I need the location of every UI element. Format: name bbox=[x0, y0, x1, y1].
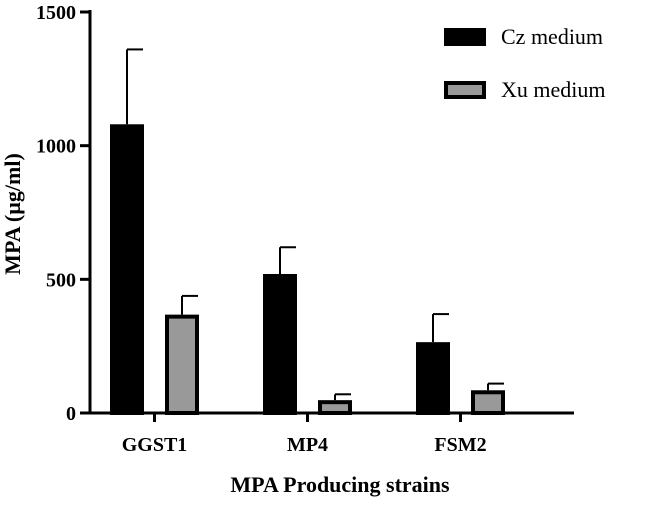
bar-cz-medium-ggst1 bbox=[110, 124, 144, 415]
axes-layer bbox=[88, 10, 574, 415]
x-tick-label: GGST1 bbox=[122, 434, 188, 456]
bars-layer bbox=[110, 124, 505, 416]
bar-cz-medium-fsm2 bbox=[416, 342, 450, 416]
x-tick-label: FSM2 bbox=[434, 434, 486, 456]
y-tick-label: 0 bbox=[66, 403, 76, 425]
legend-label: Cz medium bbox=[501, 24, 603, 49]
bar-xu-medium-fsm2 bbox=[471, 390, 505, 416]
legend-label: Xu medium bbox=[501, 77, 606, 102]
legend-swatch bbox=[444, 28, 486, 46]
legend-swatch bbox=[444, 81, 486, 99]
y-axis-title: MPA (µg/ml) bbox=[0, 153, 25, 275]
legend: Cz medium Xu medium bbox=[444, 24, 606, 102]
ticks-layer: 0 500 1000 1500 bbox=[36, 2, 90, 425]
bar-cz-medium-mp4 bbox=[263, 273, 297, 415]
bar-xu-medium-ggst1 bbox=[165, 314, 199, 416]
y-tick-label: 1000 bbox=[36, 136, 76, 158]
x-axis-title: MPA Producing strains bbox=[230, 472, 450, 497]
x-tick-label: MP4 bbox=[287, 434, 328, 456]
error-bars-layer bbox=[126, 48, 504, 401]
bar-xu-medium-mp4 bbox=[318, 400, 352, 415]
y-tick-label: 500 bbox=[46, 269, 76, 291]
category-labels-layer: GGST1 MP4 FSM2 bbox=[122, 413, 487, 456]
y-tick-label: 1500 bbox=[36, 2, 76, 24]
